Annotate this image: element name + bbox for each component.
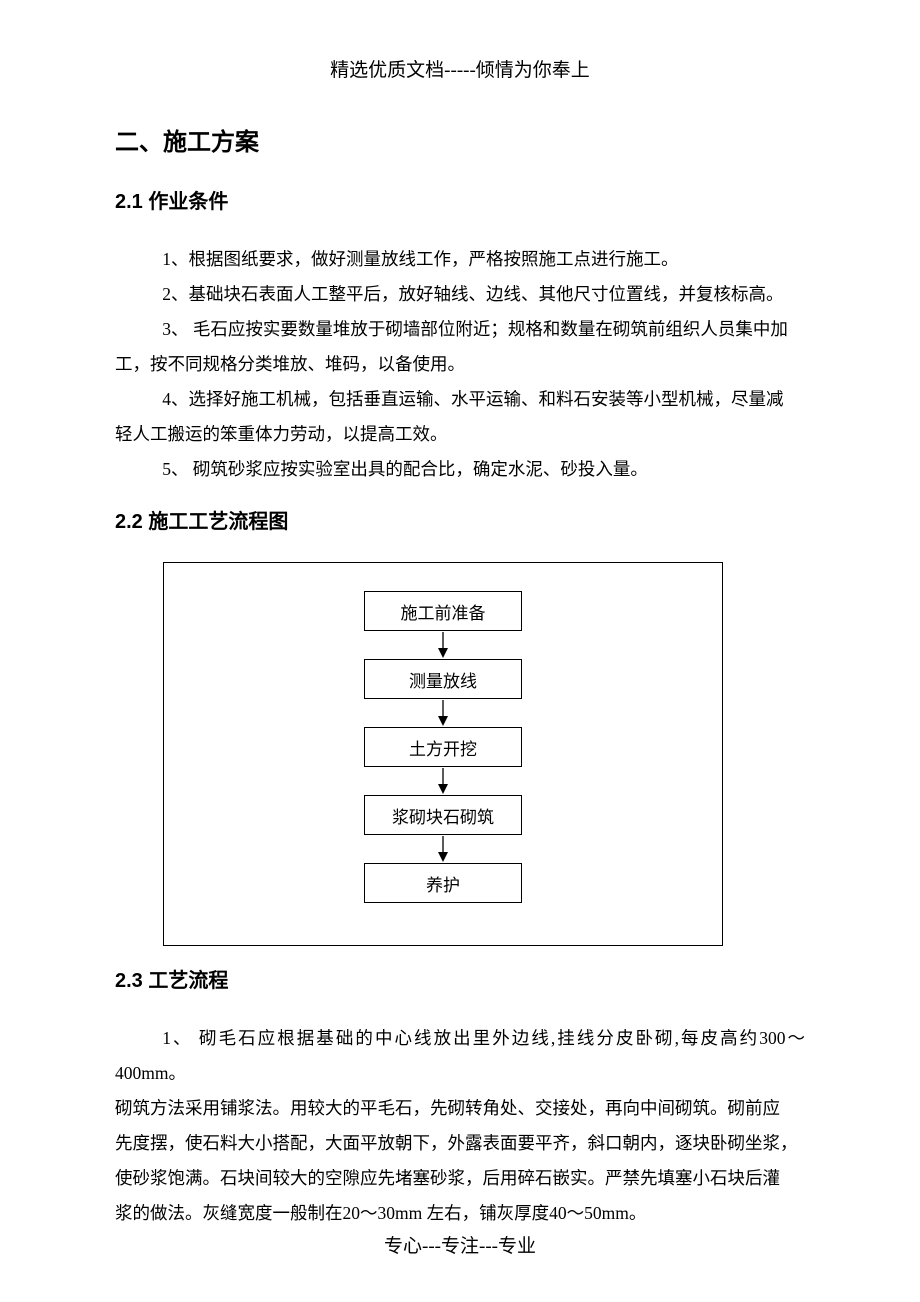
flowchart: 施工前准备测量放线土方开挖浆砌块石砌筑养护	[163, 562, 723, 946]
condition-item: 3、 毛石应按实要数量堆放于砌墙部位附近；规格和数量在砌筑前组织人员集中加	[115, 312, 805, 347]
flow-arrow-icon	[436, 767, 450, 795]
process-item: 1、 砌毛石应根据基础的中心线放出里外边线,挂线分皮卧砌,每皮高约300～400…	[115, 1021, 805, 1091]
condition-item: 1、根据图纸要求，做好测量放线工作，严格按照施工点进行施工。	[115, 242, 805, 277]
subsection-label: 施工工艺流程图	[143, 511, 289, 533]
condition-item: 5、 砌筑砂浆应按实验室出具的配合比，确定水泥、砂投入量。	[115, 452, 805, 487]
flow-node: 浆砌块石砌筑	[364, 795, 522, 835]
document-page: 精选优质文档-----倾情为你奉上 二、施工方案 2.1 作业条件 1、根据图纸…	[0, 0, 920, 1271]
flow-node: 养护	[364, 863, 522, 903]
section-title: 二、施工方案	[115, 122, 805, 157]
condition-item-cont: 工，按不同规格分类堆放、堆码，以备使用。	[115, 347, 805, 382]
subsection-number: 2.1	[115, 191, 143, 213]
subsection-2-3: 2.3 工艺流程	[115, 964, 805, 993]
subsection-label: 作业条件	[143, 191, 229, 213]
process-item-cont: 浆的做法。灰缝宽度一般制在20～30mm 左右，铺灰厚度40～50mm。	[115, 1196, 805, 1231]
subsection-2-2: 2.2 施工工艺流程图	[115, 505, 805, 534]
flow-arrow-icon	[436, 699, 450, 727]
subsection-number: 2.2	[115, 511, 143, 533]
process-item-cont: 使砂浆饱满。石块间较大的空隙应先堵塞砂浆，后用碎石嵌实。严禁先填塞小石块后灌	[115, 1161, 805, 1196]
conditions-block: 1、根据图纸要求，做好测量放线工作，严格按照施工点进行施工。 2、基础块石表面人…	[115, 242, 805, 487]
condition-item-cont: 轻人工搬运的笨重体力劳动，以提高工效。	[115, 417, 805, 452]
flow-node: 测量放线	[364, 659, 522, 699]
flow-arrow-icon	[436, 631, 450, 659]
process-block: 1、 砌毛石应根据基础的中心线放出里外边线,挂线分皮卧砌,每皮高约300～400…	[115, 1021, 805, 1231]
process-item-cont: 砌筑方法采用铺浆法。用较大的平毛石，先砌转角处、交接处，再向中间砌筑。砌前应	[115, 1091, 805, 1126]
subsection-number: 2.3	[115, 970, 143, 992]
subsection-2-1: 2.1 作业条件	[115, 185, 805, 214]
flow-node: 施工前准备	[364, 591, 522, 631]
process-item-cont: 先度摆，使石料大小搭配，大面平放朝下，外露表面要平齐，斜口朝内，逐块卧砌坐浆，	[115, 1126, 805, 1161]
condition-item: 2、基础块石表面人工整平后，放好轴线、边线、其他尺寸位置线，并复核标高。	[115, 277, 805, 312]
flow-arrow-icon	[436, 835, 450, 863]
subsection-label: 工艺流程	[143, 970, 229, 992]
flow-node: 土方开挖	[364, 727, 522, 767]
page-header: 精选优质文档-----倾情为你奉上	[115, 55, 805, 82]
page-footer: 专心---专注---专业	[0, 1231, 920, 1258]
condition-item: 4、选择好施工机械，包括垂直运输、水平运输、和料石安装等小型机械，尽量减	[115, 382, 805, 417]
